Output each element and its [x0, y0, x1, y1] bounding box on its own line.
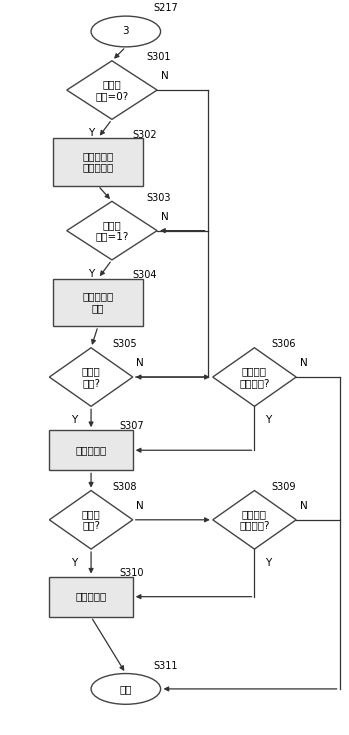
Bar [49, 576, 133, 617]
Text: S309: S309 [272, 482, 296, 492]
Text: Y: Y [70, 415, 77, 425]
Text: N: N [300, 501, 307, 511]
Text: S306: S306 [272, 340, 296, 349]
Polygon shape [213, 490, 296, 549]
Bar [49, 430, 133, 470]
Text: 结束: 结束 [120, 684, 132, 694]
Polygon shape [49, 490, 133, 549]
Text: N: N [161, 71, 168, 82]
Polygon shape [67, 61, 157, 119]
Text: 3: 3 [122, 26, 129, 37]
Text: 组起动
命令=0?: 组起动 命令=0? [95, 79, 128, 101]
Text: S301: S301 [147, 52, 171, 62]
Text: S305: S305 [112, 340, 136, 349]
Polygon shape [213, 348, 296, 406]
Text: N: N [136, 358, 144, 368]
Text: S307: S307 [119, 421, 143, 431]
Ellipse shape [91, 673, 161, 704]
Text: Y: Y [88, 128, 94, 138]
Text: S302: S302 [133, 130, 157, 140]
Text: N: N [300, 358, 307, 368]
Text: 组起动
完成?: 组起动 完成? [82, 366, 101, 388]
Text: 组确认
命令=1?: 组确认 命令=1? [95, 220, 129, 241]
Text: S310: S310 [119, 567, 143, 578]
Polygon shape [49, 348, 133, 406]
Text: 复位组起动
故障: 复位组起动 故障 [82, 292, 114, 313]
Text: S308: S308 [112, 482, 136, 492]
Text: N: N [161, 212, 168, 222]
Text: 复位组起动
时间继电器: 复位组起动 时间继电器 [82, 151, 114, 173]
Bar [53, 138, 143, 186]
Text: 复位组运行: 复位组运行 [75, 592, 107, 602]
Text: 所有的设
备已起动?: 所有的设 备已起动? [239, 366, 270, 388]
Text: Y: Y [265, 558, 271, 568]
Text: S303: S303 [147, 193, 171, 203]
Text: 组停止
完成?: 组停止 完成? [82, 509, 101, 531]
Text: Y: Y [88, 269, 94, 279]
Bar [53, 279, 143, 326]
Text: S304: S304 [133, 270, 157, 281]
Polygon shape [67, 201, 157, 260]
Text: S217: S217 [154, 3, 178, 13]
Text: N: N [136, 501, 144, 511]
Text: Y: Y [265, 415, 271, 425]
Text: 置位组运行: 置位组运行 [75, 445, 107, 455]
Ellipse shape [91, 16, 161, 47]
Text: S311: S311 [154, 661, 178, 670]
Text: Y: Y [70, 558, 77, 568]
Text: 所有的设
备已停止?: 所有的设 备已停止? [239, 509, 270, 531]
